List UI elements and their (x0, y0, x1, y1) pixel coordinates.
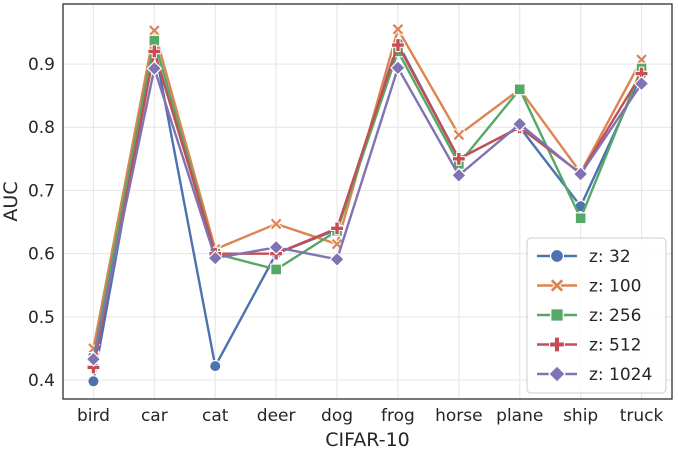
data-point-x (452, 128, 466, 142)
data-point-diamond (390, 59, 406, 76)
plot-frame (62, 3, 673, 400)
legend-item: z: 100 (537, 277, 642, 297)
legend-box (526, 237, 667, 394)
data-point-plus (451, 151, 466, 166)
data-point-diamond (451, 167, 467, 184)
data-point-square (270, 263, 283, 276)
x-axis-title: CIFAR-10 (325, 429, 410, 449)
y-tick-label: 0.9 (28, 55, 55, 75)
tick-labels: bird car cat deer dog frog horse plane ship truck… (28, 55, 664, 426)
data-point-square (148, 34, 161, 47)
y-tick-label: 0.6 (28, 245, 55, 265)
x-tick-label: ship (563, 406, 598, 426)
data-point-diamond (572, 166, 589, 182)
legend-label: z: 100 (589, 277, 642, 297)
legend-item: z: 1024 (537, 365, 652, 385)
data-point-x (147, 23, 162, 38)
x-tick-label: bird (77, 406, 110, 426)
legend-marker-diamond (548, 365, 566, 383)
data-point-x (269, 217, 283, 231)
data-point-diamond (207, 250, 224, 266)
legend-label: z: 32 (589, 247, 631, 267)
y-tick-label: 0.8 (28, 118, 55, 138)
x-tick-label: dog (321, 406, 353, 426)
x-tick-label: deer (257, 406, 296, 426)
data-point-diamond (511, 116, 528, 132)
x-tick-label: horse (435, 406, 482, 426)
legend-label: z: 512 (589, 336, 642, 356)
series-layer (85, 22, 650, 388)
data-point-diamond (146, 60, 163, 77)
series-line (92, 39, 643, 359)
data-point-plus (330, 221, 344, 236)
legend-marker-square (550, 308, 564, 322)
y-tick-label: 0.5 (28, 308, 55, 328)
legend-marker-circle (549, 248, 565, 264)
series-z-1024 (85, 59, 650, 368)
data-point-x (391, 22, 405, 36)
series-line (92, 66, 643, 360)
data-point-square (513, 83, 526, 96)
legend-label: z: 1024 (589, 365, 652, 385)
data-point-diamond (268, 239, 284, 256)
x-tick-label: plane (496, 406, 543, 426)
legend: z: 32 z: 100 z: 256 z: 512 z: 1024 (526, 237, 667, 394)
x-tick-label: truck (620, 406, 664, 426)
legend-item: z: 512 (537, 336, 642, 356)
x-tick-label: cat (202, 406, 229, 426)
legend-marker-x (549, 277, 565, 294)
y-axis-title: AUC (0, 181, 22, 221)
data-point-square (574, 212, 587, 225)
data-point-plus (147, 44, 162, 59)
legend-label: z: 256 (589, 306, 642, 326)
y-tick-label: 0.7 (28, 181, 55, 201)
legend-item: z: 256 (537, 306, 642, 326)
data-point-circle (209, 359, 222, 373)
data-point-plus (391, 38, 405, 52)
x-tick-label: frog (381, 406, 415, 426)
y-tick-label: 0.4 (28, 371, 55, 391)
data-point-plus (86, 360, 101, 375)
legend-item: z: 32 (537, 247, 631, 267)
data-point-diamond (85, 351, 102, 368)
legend-marker-plus (549, 336, 565, 353)
x-tick-label: car (141, 406, 168, 426)
data-point-diamond (633, 75, 650, 92)
data-point-circle (87, 375, 100, 388)
data-point-diamond (329, 251, 345, 268)
